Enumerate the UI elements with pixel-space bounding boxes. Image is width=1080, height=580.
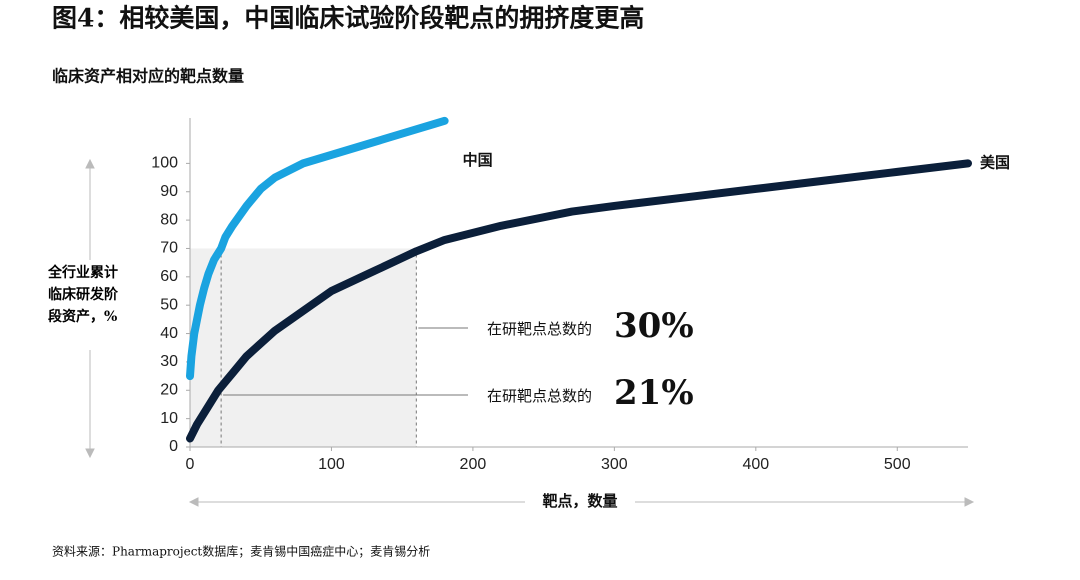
y-tick-label: 10 <box>160 410 178 427</box>
x-arrow <box>188 497 975 507</box>
y-tick-label: 80 <box>160 211 178 228</box>
y-tick-label: 30 <box>160 353 178 370</box>
series-line <box>186 116 449 381</box>
annotation-value: 30% <box>614 306 694 346</box>
shade <box>190 248 417 447</box>
source: 资料来源：Pharmaproject数据库；麦肯锡中国癌症中心；麦肯锡分析 <box>52 544 430 559</box>
y-arrow <box>85 158 95 459</box>
annotation-text: 在研靶点总数的 <box>487 320 592 338</box>
y-tick-label: 20 <box>160 381 178 398</box>
y-tick-label: 100 <box>151 155 178 172</box>
x-tick-label: 200 <box>460 456 487 473</box>
series-label: 中国 <box>463 151 493 169</box>
y-axis-label: 全行业累计临床研发阶段资产，% <box>48 265 118 325</box>
series-label: 美国 <box>980 153 1010 171</box>
y-axis-label-box: 全行业累计临床研发阶段资产，% <box>48 265 118 325</box>
series-line <box>186 159 972 443</box>
x-tick-label: 0 <box>186 456 195 473</box>
x-tick-label: 500 <box>884 456 911 473</box>
chart-subtitle: 临床资产相对应的靶点数量 <box>52 67 244 86</box>
x-axis-label: 靶点，数量 <box>542 492 617 510</box>
y-tick-label: 50 <box>160 296 178 313</box>
annotation-text: 在研靶点总数的 <box>487 387 592 405</box>
annotation-value: 21% <box>614 373 694 413</box>
x-tick-label: 400 <box>742 456 769 473</box>
y-tick-label: 60 <box>160 268 178 285</box>
chart-title: 图4：相较美国，中国临床试验阶段靶点的拥挤度更高 <box>52 4 644 33</box>
y-tick-label: 90 <box>160 183 178 200</box>
y-tick-label: 70 <box>160 240 178 257</box>
y-tick-label: 40 <box>160 325 178 342</box>
y-tick-label: 0 <box>169 438 178 455</box>
x-tick-label: 300 <box>601 456 628 473</box>
x-tick-label: 100 <box>318 456 345 473</box>
